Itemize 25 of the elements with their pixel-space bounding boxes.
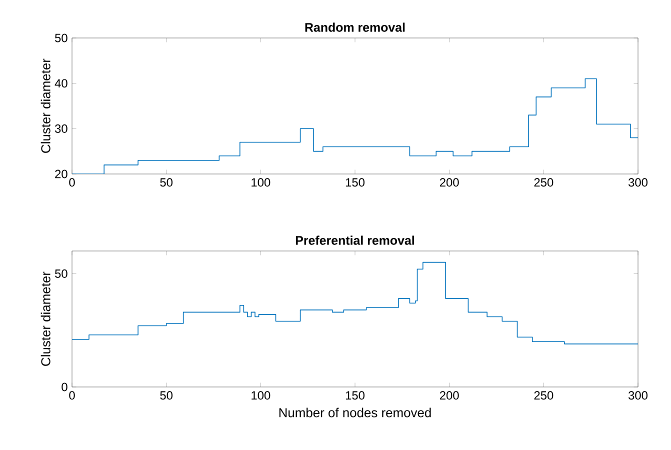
y-axis-title: Cluster diameter <box>40 272 50 366</box>
x-tick-label: 150 <box>346 178 365 187</box>
y-tick-label: 20 <box>55 170 68 178</box>
x-tick-label: 250 <box>534 391 554 400</box>
y-tick-label: 50 <box>55 34 68 42</box>
x-tick-label: 200 <box>440 391 459 400</box>
y-axis-title: Cluster diameter <box>40 58 50 153</box>
y-tick-label: 40 <box>54 79 68 88</box>
x-tick-label: 300 <box>628 178 648 187</box>
chart-title: Preferential removal <box>296 236 414 245</box>
x-tick-label: 0 <box>69 391 75 400</box>
x-tick-label: 150 <box>346 391 365 400</box>
y-tick-label: 50 <box>55 269 68 278</box>
x-tick-label: 50 <box>160 178 173 187</box>
x-tick-label: 200 <box>440 178 459 187</box>
x-tick-label: 250 <box>534 178 554 187</box>
y-tick-label: 0 <box>62 382 68 392</box>
x-tick-label: 100 <box>252 178 270 187</box>
y-tick-label: 30 <box>54 124 68 133</box>
x-tick-label: 0 <box>69 178 75 187</box>
x-tick-label: 300 <box>628 391 648 400</box>
x-tick-label: 50 <box>160 391 173 400</box>
x-axis-title: Number of nodes removed <box>279 408 431 418</box>
x-tick-label: 100 <box>252 391 270 400</box>
chart-title: Random removal <box>305 22 405 32</box>
